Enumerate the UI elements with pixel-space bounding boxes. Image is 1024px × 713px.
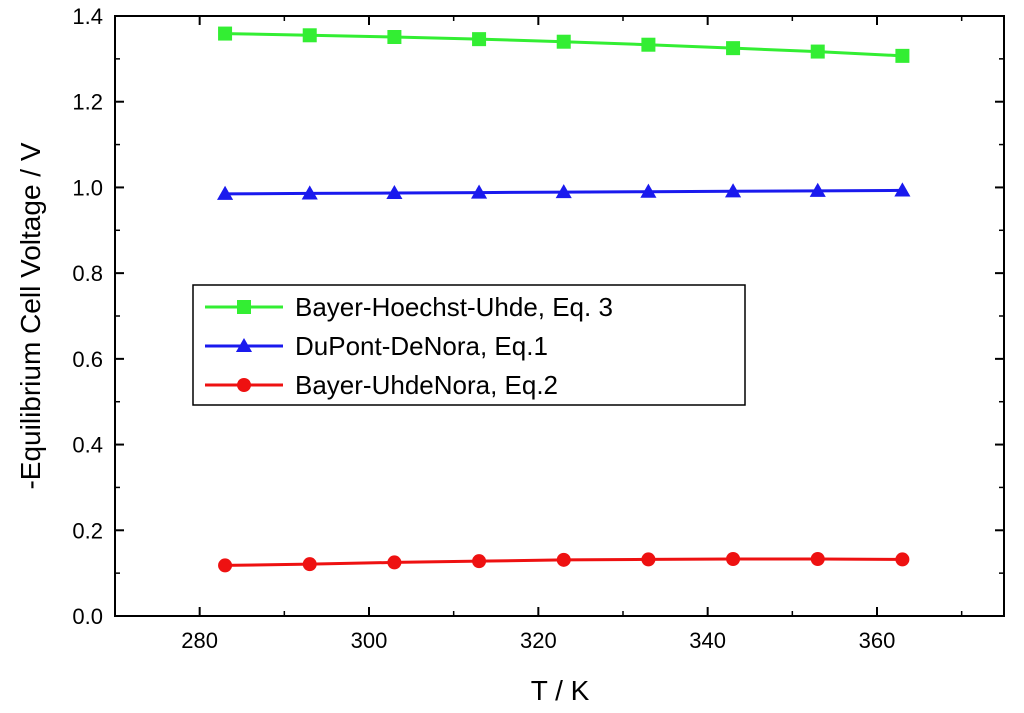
data-point [810, 44, 825, 59]
y-tick-label: 0.0 [72, 604, 103, 629]
series-3 [218, 552, 910, 573]
data-point [217, 185, 234, 200]
y-tick-label: 0.4 [72, 433, 103, 458]
y-tick-label: 1.4 [72, 4, 103, 29]
legend-marker [235, 337, 253, 353]
data-point [302, 28, 317, 43]
data-point [302, 557, 317, 572]
data-point [387, 555, 402, 570]
y-tick-label: 1.2 [72, 90, 103, 115]
data-point [810, 552, 825, 566]
series-2 [217, 182, 911, 200]
series-layer [217, 26, 911, 573]
legend-label: DuPont-DeNora, Eq.1 [295, 331, 548, 361]
data-point [472, 32, 487, 47]
data-point [895, 552, 910, 567]
x-tick-label: 280 [181, 628, 218, 653]
data-point [641, 552, 656, 567]
data-point [640, 183, 657, 198]
y-axis: 0.0 0.2 0.4 0.6 0.8 1.0 1.2 1.4 [72, 4, 1004, 629]
x-axis-label: T / K [531, 675, 590, 706]
data-point [895, 48, 910, 63]
legend-marker [237, 300, 251, 314]
data-point [726, 41, 741, 56]
data-point [386, 184, 403, 200]
data-point [726, 552, 741, 566]
y-tick-label: 0.8 [72, 261, 103, 286]
legend-marker [237, 378, 251, 392]
data-point [725, 183, 742, 198]
x-tick-label: 320 [520, 628, 557, 653]
legend-label: Bayer-UhdeNora, Eq.2 [295, 370, 558, 400]
data-point [472, 554, 487, 569]
data-point [641, 37, 656, 52]
legend-item: Bayer-Hoechst-Uhde, Eq. 3 [205, 292, 613, 322]
data-point [471, 184, 488, 199]
data-point [555, 184, 572, 199]
data-point [218, 558, 233, 573]
data-point [894, 182, 911, 197]
y-tick-label: 0.6 [72, 347, 103, 372]
data-point [218, 26, 233, 41]
x-tick-label: 340 [689, 628, 726, 653]
x-tick-label: 300 [351, 628, 388, 653]
data-point [809, 182, 826, 197]
series-1 [218, 26, 910, 63]
y-axis-label: -Equilibrium Cell Voltage / V [15, 142, 46, 489]
x-tick-label: 360 [859, 628, 896, 653]
data-point [387, 30, 402, 44]
y-tick-label: 1.0 [72, 175, 103, 200]
legend: Bayer-Hoechst-Uhde, Eq. 3 DuPont-DeNora, … [192, 284, 746, 406]
x-axis: 280 300 320 340 360 [181, 16, 963, 653]
legend-label: Bayer-Hoechst-Uhde, Eq. 3 [295, 292, 613, 322]
data-point [301, 185, 318, 200]
legend-item: Bayer-UhdeNora, Eq.2 [205, 370, 558, 400]
data-point [556, 34, 571, 49]
legend-box [192, 284, 746, 406]
legend-item: DuPont-DeNora, Eq.1 [205, 331, 548, 361]
y-tick-label: 0.2 [72, 518, 103, 543]
data-point [556, 552, 571, 567]
